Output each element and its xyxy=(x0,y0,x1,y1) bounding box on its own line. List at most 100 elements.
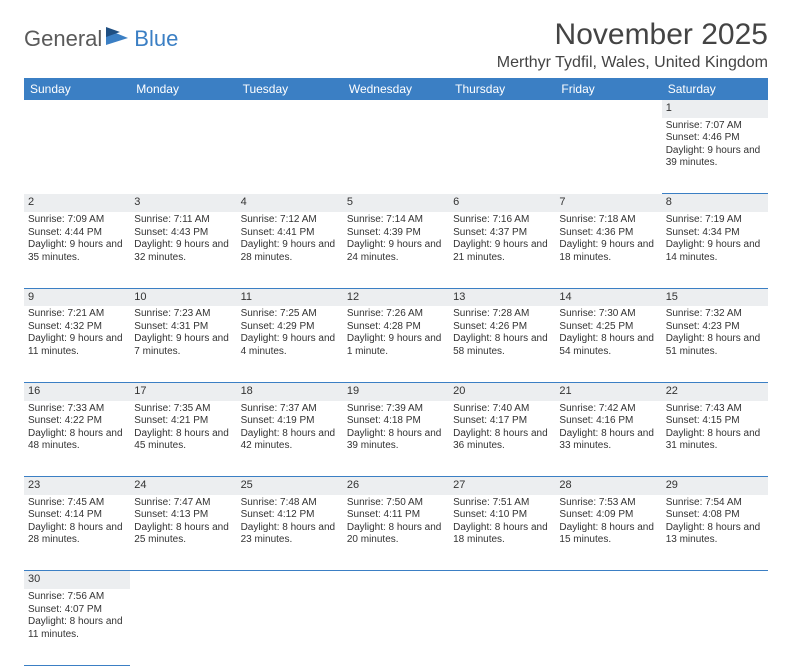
daylight-text: Daylight: 8 hours and 23 minutes. xyxy=(241,522,339,547)
day-number-cell xyxy=(343,571,449,589)
sunset-text: Sunset: 4:39 PM xyxy=(347,227,445,240)
daylight-text: Daylight: 9 hours and 18 minutes. xyxy=(559,239,657,264)
day-detail-cell: Sunrise: 7:54 AMSunset: 4:08 PMDaylight:… xyxy=(662,495,768,571)
sunset-text: Sunset: 4:44 PM xyxy=(28,227,126,240)
day-header: Thursday xyxy=(449,78,555,100)
day-header: Sunday xyxy=(24,78,130,100)
day-detail-cell: Sunrise: 7:51 AMSunset: 4:10 PMDaylight:… xyxy=(449,495,555,571)
sunrise-text: Sunrise: 7:53 AM xyxy=(559,497,657,510)
sunset-text: Sunset: 4:08 PM xyxy=(666,509,764,522)
day-detail-cell: Sunrise: 7:40 AMSunset: 4:17 PMDaylight:… xyxy=(449,401,555,477)
day-detail-cell: Sunrise: 7:07 AMSunset: 4:46 PMDaylight:… xyxy=(662,118,768,194)
daylight-text: Daylight: 9 hours and 21 minutes. xyxy=(453,239,551,264)
daylight-text: Daylight: 8 hours and 45 minutes. xyxy=(134,428,232,453)
day-header-row: Sunday Monday Tuesday Wednesday Thursday… xyxy=(24,78,768,100)
daylight-text: Daylight: 9 hours and 14 minutes. xyxy=(666,239,764,264)
sunset-text: Sunset: 4:21 PM xyxy=(134,415,232,428)
day-number-cell xyxy=(24,100,130,118)
sunrise-text: Sunrise: 7:43 AM xyxy=(666,403,764,416)
day-detail-row: Sunrise: 7:09 AMSunset: 4:44 PM Daylight:… xyxy=(24,212,768,288)
sunrise-text: Sunrise: 7:18 AM xyxy=(559,214,657,227)
daylight-text: Daylight: 8 hours and 28 minutes. xyxy=(28,522,126,547)
day-detail-cell: Sunrise: 7:25 AMSunset: 4:29 PMDaylight:… xyxy=(237,306,343,382)
day-number-cell: 2 xyxy=(24,194,130,212)
day-header: Saturday xyxy=(662,78,768,100)
day-number-cell xyxy=(237,100,343,118)
location: Merthyr Tydfil, Wales, United Kingdom xyxy=(497,54,768,72)
day-number-cell: 25 xyxy=(237,477,343,495)
sunrise-text: Sunrise: 7:07 AM xyxy=(666,120,764,133)
day-number-cell xyxy=(449,100,555,118)
sunrise-text: Sunrise: 7:12 AM xyxy=(241,214,339,227)
day-detail-cell: Sunrise: 7:48 AMSunset: 4:12 PMDaylight:… xyxy=(237,495,343,571)
day-number-cell: 7 xyxy=(555,194,661,212)
sunrise-text: Sunrise: 7:14 AM xyxy=(347,214,445,227)
sunrise-text: Sunrise: 7:09 AM xyxy=(28,214,126,227)
daylight-text: Daylight: 9 hours and 4 minutes. xyxy=(241,333,339,358)
sunset-text: Sunset: 4:29 PM xyxy=(241,321,339,334)
day-number-cell: 4 xyxy=(237,194,343,212)
sunrise-text: Sunrise: 7:39 AM xyxy=(347,403,445,416)
sunrise-text: Sunrise: 7:50 AM xyxy=(347,497,445,510)
day-detail-cell xyxy=(662,589,768,665)
day-detail-cell xyxy=(237,118,343,194)
day-number-cell: 14 xyxy=(555,288,661,306)
day-number-cell: 18 xyxy=(237,382,343,400)
sunrise-text: Sunrise: 7:28 AM xyxy=(453,308,551,321)
day-detail-cell: Sunrise: 7:45 AMSunset: 4:14 PMDaylight:… xyxy=(24,495,130,571)
day-header: Friday xyxy=(555,78,661,100)
sunrise-text: Sunrise: 7:45 AM xyxy=(28,497,126,510)
day-detail-cell: Sunrise: 7:33 AMSunset: 4:22 PMDaylight:… xyxy=(24,401,130,477)
day-number-cell xyxy=(130,100,236,118)
daylight-text: Daylight: 8 hours and 54 minutes. xyxy=(559,333,657,358)
day-detail-cell: Sunrise: 7:30 AMSunset: 4:25 PMDaylight:… xyxy=(555,306,661,382)
day-number-cell: 15 xyxy=(662,288,768,306)
daylight-text: Daylight: 8 hours and 15 minutes. xyxy=(559,522,657,547)
sunset-text: Sunset: 4:28 PM xyxy=(347,321,445,334)
daylight-text: Daylight: 9 hours and 28 minutes. xyxy=(241,239,339,264)
day-header: Wednesday xyxy=(343,78,449,100)
daylight-text: Daylight: 8 hours and 25 minutes. xyxy=(134,522,232,547)
day-header: Monday xyxy=(130,78,236,100)
sunset-text: Sunset: 4:25 PM xyxy=(559,321,657,334)
sunset-text: Sunset: 4:14 PM xyxy=(28,509,126,522)
day-detail-cell: Sunrise: 7:18 AMSunset: 4:36 PMDaylight:… xyxy=(555,212,661,288)
sunset-text: Sunset: 4:19 PM xyxy=(241,415,339,428)
sunrise-text: Sunrise: 7:21 AM xyxy=(28,308,126,321)
day-number-cell: 24 xyxy=(130,477,236,495)
sunrise-text: Sunrise: 7:19 AM xyxy=(666,214,764,227)
daylight-text: Daylight: 9 hours and 24 minutes. xyxy=(347,239,445,264)
day-detail-cell xyxy=(343,589,449,665)
logo-flag-icon xyxy=(106,27,132,52)
day-number-cell xyxy=(449,571,555,589)
day-number-cell: 19 xyxy=(343,382,449,400)
day-number-cell: 13 xyxy=(449,288,555,306)
day-detail-cell: Sunrise: 7:37 AMSunset: 4:19 PMDaylight:… xyxy=(237,401,343,477)
day-number-cell: 5 xyxy=(343,194,449,212)
sunrise-text: Sunrise: 7:47 AM xyxy=(134,497,232,510)
day-number-cell: 8 xyxy=(662,194,768,212)
sunrise-text: Sunrise: 7:40 AM xyxy=(453,403,551,416)
day-detail-cell xyxy=(343,118,449,194)
day-detail-row: Sunrise: 7:21 AMSunset: 4:32 PMDaylight:… xyxy=(24,306,768,382)
sunset-text: Sunset: 4:09 PM xyxy=(559,509,657,522)
day-number-cell: 9 xyxy=(24,288,130,306)
daylight-text: Daylight: 9 hours and 1 minute. xyxy=(347,333,445,358)
day-detail-cell xyxy=(130,118,236,194)
title-block: November 2025 Merthyr Tydfil, Wales, Uni… xyxy=(497,18,768,72)
day-number-cell: 10 xyxy=(130,288,236,306)
day-detail-cell xyxy=(449,589,555,665)
day-number-cell: 21 xyxy=(555,382,661,400)
day-number-cell: 11 xyxy=(237,288,343,306)
daylight-text: Daylight: 8 hours and 39 minutes. xyxy=(347,428,445,453)
day-number-row: 16171819202122 xyxy=(24,382,768,400)
day-detail-cell: Sunrise: 7:21 AMSunset: 4:32 PMDaylight:… xyxy=(24,306,130,382)
daylight-text: Daylight: 9 hours and 11 minutes. xyxy=(28,333,126,358)
daylight-text: Daylight: 9 hours and 7 minutes. xyxy=(134,333,232,358)
sunset-text: Sunset: 4:31 PM xyxy=(134,321,232,334)
sunset-text: Sunset: 4:07 PM xyxy=(28,604,126,617)
day-number-cell: 3 xyxy=(130,194,236,212)
month-title: November 2025 xyxy=(497,18,768,52)
day-number-cell: 28 xyxy=(555,477,661,495)
sunset-text: Sunset: 4:18 PM xyxy=(347,415,445,428)
